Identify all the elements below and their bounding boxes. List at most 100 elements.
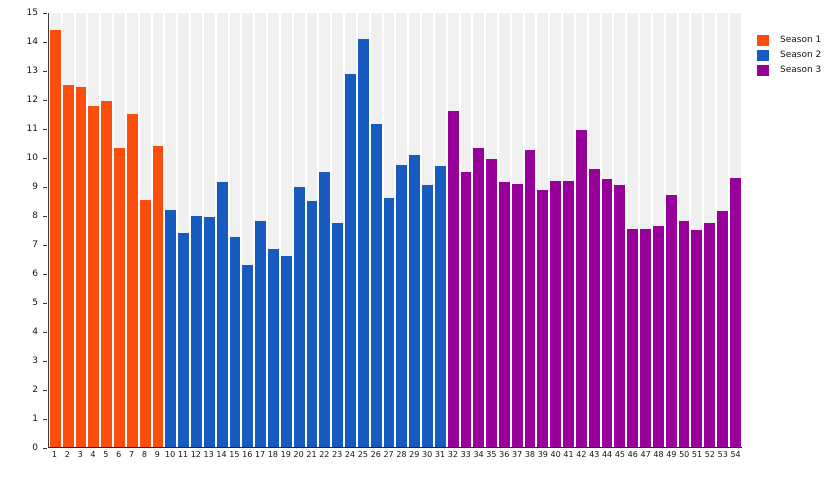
y-tick-label: 1	[32, 413, 38, 424]
bar	[729, 177, 741, 447]
x-tick-label: 21	[306, 450, 317, 459]
bar-slot	[370, 13, 383, 447]
x-tick-label: 7	[128, 450, 135, 459]
legend-item: Season 2	[757, 48, 821, 63]
bar-slot	[434, 13, 447, 447]
y-tick-label: 4	[32, 326, 38, 337]
x-tick-label: 39	[537, 450, 548, 459]
x-tick-label: 25	[357, 450, 368, 459]
plot-area	[48, 13, 742, 448]
bar	[332, 222, 344, 447]
y-tick-label: 13	[26, 65, 38, 76]
bar	[717, 211, 728, 447]
x-tick-label: 38	[524, 450, 536, 459]
y-tick-label: 9	[32, 181, 38, 192]
x-tick-label: 43	[589, 450, 600, 459]
background-stripe	[242, 13, 254, 447]
bar-slot	[177, 13, 190, 447]
bar-slot	[87, 13, 100, 447]
background-stripe	[268, 13, 279, 447]
y-tick-mark	[43, 216, 47, 217]
x-tick-label: 2	[64, 450, 70, 459]
bar-slot	[100, 13, 113, 447]
bar	[50, 30, 61, 447]
y-tick-mark	[43, 303, 47, 304]
x-tick-label: 6	[116, 450, 122, 459]
y-tick-mark	[43, 332, 47, 333]
bar	[575, 130, 587, 447]
x-tick-label: 36	[499, 450, 510, 459]
y-tick-label: 3	[32, 355, 38, 366]
bar-slot	[164, 13, 177, 447]
y-tick-label: 7	[32, 239, 38, 250]
legend-item: Season 3	[757, 63, 821, 78]
bar	[268, 248, 279, 447]
x-tick-label: 48	[653, 450, 664, 459]
x-tick-label: 29	[409, 450, 420, 459]
x-tick-label: 45	[614, 450, 625, 459]
bar-slot	[395, 13, 408, 447]
bar	[511, 183, 523, 447]
y-tick-label: 10	[26, 152, 38, 163]
bar	[306, 201, 318, 447]
bar	[447, 111, 459, 447]
bar-slot	[690, 13, 703, 447]
x-tick-label: 13	[203, 450, 214, 459]
bar-slot	[75, 13, 88, 447]
x-tick-label: 41	[563, 450, 574, 459]
bar	[229, 237, 241, 447]
bar-slot	[254, 13, 267, 447]
x-tick-label: 52	[704, 450, 715, 459]
y-tick-mark	[43, 158, 47, 159]
y-tick-mark	[43, 187, 47, 188]
y-tick-mark	[43, 71, 47, 72]
bar-slot	[331, 13, 344, 447]
bar-slot	[562, 13, 575, 447]
y-tick-label: 12	[26, 94, 38, 105]
bar-slot	[293, 13, 306, 447]
x-tick-label: 8	[141, 450, 147, 459]
bar	[280, 256, 292, 447]
x-tick-label: 22	[319, 450, 330, 459]
bar-slot	[383, 13, 396, 447]
bar-slot	[344, 13, 357, 447]
bar-slot	[421, 13, 434, 447]
x-tick-label: 23	[332, 450, 343, 459]
x-tick-label: 11	[177, 450, 189, 459]
x-tick-label: 32	[447, 450, 458, 459]
bar-slot	[139, 13, 152, 447]
bar	[665, 195, 677, 447]
bar	[563, 180, 574, 447]
y-tick-label: 15	[26, 7, 38, 18]
bar	[139, 199, 151, 447]
bar-slot	[318, 13, 331, 447]
y-tick-mark	[43, 13, 47, 14]
x-axis: 1 2 3 4 5 6 7 8 9 10 11 12 13 14 15 16 17 18 19 20 21 22 23 24 2…	[48, 450, 742, 464]
x-tick-label: 10	[164, 450, 176, 459]
y-tick-label: 6	[32, 268, 38, 279]
x-tick-label: 28	[396, 450, 407, 459]
bar-slot	[498, 13, 511, 447]
y-tick-mark	[43, 129, 47, 130]
bar	[101, 101, 113, 447]
x-tick-label: 16	[242, 450, 253, 459]
x-tick-label: 50	[679, 450, 690, 459]
y-axis: 0 1 2 3 4 5 6 7 8 9 10 11 12 13 14 15	[0, 8, 48, 452]
y-tick-mark	[43, 245, 47, 246]
x-tick-label: 44	[601, 450, 613, 459]
bar	[255, 221, 267, 447]
x-tick-label: 24	[344, 450, 356, 459]
bar-slot	[639, 13, 652, 447]
x-tick-label: 49	[666, 450, 677, 459]
x-tick-label: 30	[422, 450, 433, 459]
x-tick-label: 51	[691, 450, 703, 459]
bar-slot	[357, 13, 370, 447]
bar	[460, 172, 472, 447]
bar-slot	[703, 13, 716, 447]
y-tick-label: 5	[32, 297, 38, 308]
bar-slot	[511, 13, 524, 447]
y-tick-mark	[43, 361, 47, 362]
bar-slot	[280, 13, 293, 447]
x-tick-label: 15	[229, 450, 240, 459]
